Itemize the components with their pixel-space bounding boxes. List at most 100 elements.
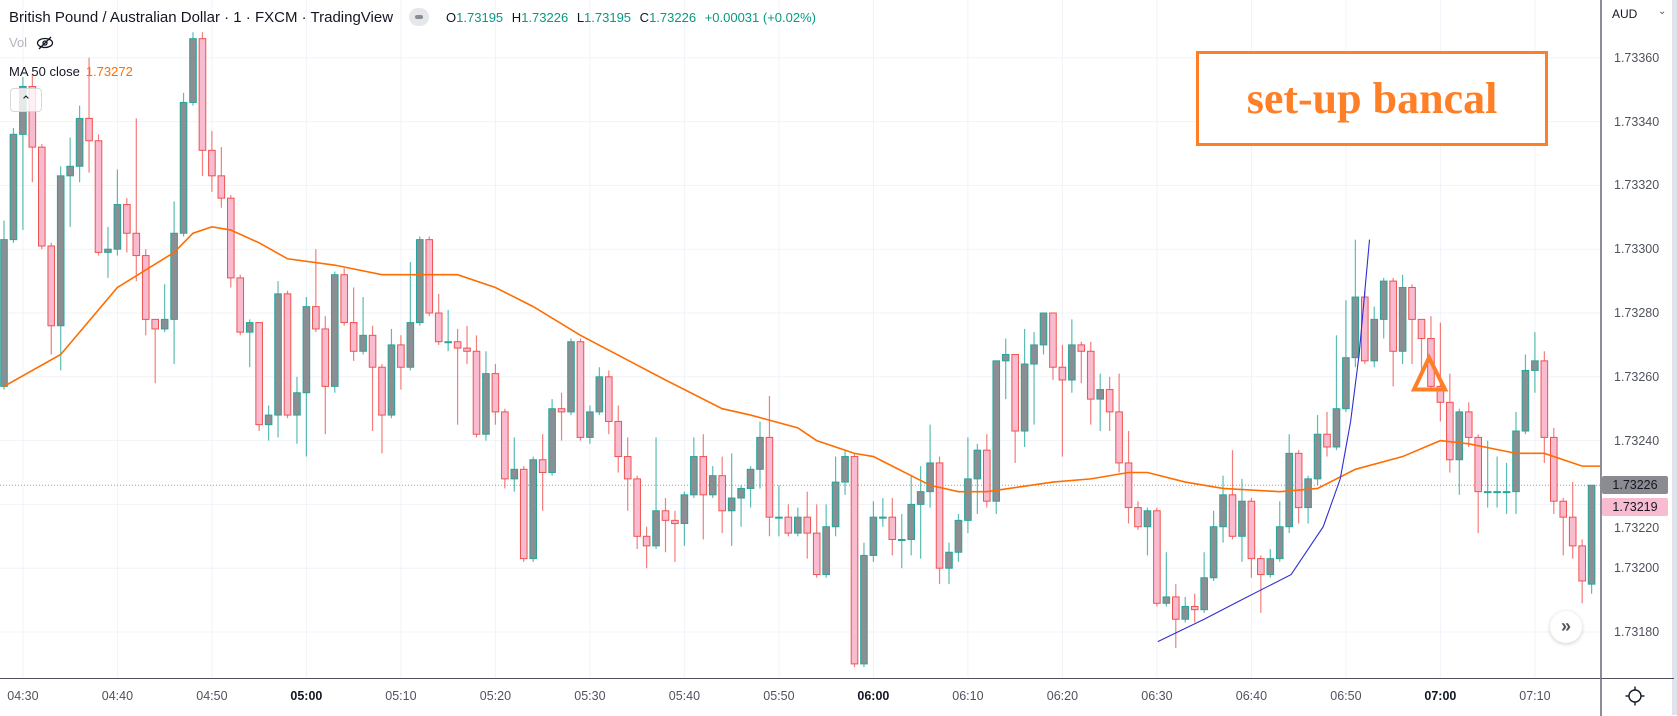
candle-body [879, 516, 887, 519]
candle-down [699, 434, 708, 540]
candle-body [1001, 353, 1010, 362]
candle-body [926, 462, 934, 493]
collapse-legend-button[interactable]: ⌃ [10, 88, 42, 112]
right-edge-strip [1672, 0, 1677, 715]
candle-up [179, 92, 188, 237]
chevron-down-icon[interactable]: ⌄ [1658, 6, 1667, 17]
candle-down [1247, 498, 1256, 578]
candle-body [1436, 385, 1445, 403]
candle-body [538, 459, 547, 473]
candle-body [992, 360, 1001, 502]
volume-legend[interactable]: Vol [9, 35, 54, 50]
candle-body [784, 516, 793, 534]
candle-body [614, 420, 623, 458]
candle-body [38, 146, 46, 247]
candle-body [340, 274, 348, 324]
candle-body [935, 462, 944, 569]
candle-body [406, 322, 415, 368]
scroll-to-realtime-button[interactable]: » [1550, 611, 1582, 643]
candle-body [141, 255, 150, 320]
candle-body [916, 491, 925, 505]
candle-body [1455, 411, 1464, 461]
ma50-line [3, 226, 1600, 493]
candle-body [718, 475, 727, 512]
candle-up [690, 437, 698, 499]
candle-down [1172, 584, 1180, 648]
candle-body [66, 165, 74, 177]
candle-down [434, 293, 443, 345]
candle-up [189, 32, 197, 106]
candle-up [1587, 484, 1596, 594]
candle-body [1181, 605, 1190, 620]
candle-body [416, 239, 424, 324]
candle-body [1559, 500, 1568, 518]
candle-up [1219, 475, 1227, 543]
close-value: 1.73226 [649, 9, 697, 25]
candle-body [548, 408, 556, 474]
candle-down [217, 147, 226, 208]
candle-up [330, 271, 339, 393]
candle-up [916, 466, 925, 559]
price-axis-label: 1.73220 [1614, 521, 1660, 535]
candle-body [1361, 296, 1369, 362]
candle-up [1143, 507, 1152, 556]
candle-body [1568, 516, 1577, 547]
currency-label[interactable]: AUD [1612, 7, 1638, 21]
candle-body [860, 554, 868, 665]
eye-crossed-icon[interactable] [36, 36, 54, 50]
candle-up [1351, 239, 1360, 368]
candle-down [642, 526, 651, 569]
symbol-title[interactable]: British Pound / Australian Dollar · 1 · … [9, 8, 394, 26]
candle-down [1550, 427, 1558, 514]
candle-up [1068, 319, 1076, 393]
candle-up [444, 309, 452, 352]
minus-icon[interactable] [409, 8, 430, 26]
candle-body [737, 487, 745, 499]
candle-body [822, 526, 830, 576]
candle-body [567, 341, 575, 413]
candle-body [170, 232, 178, 320]
candle-down [94, 134, 103, 256]
candle-body [1398, 286, 1407, 352]
candle-body [1039, 312, 1048, 346]
time-axis-label: 05:20 [479, 689, 512, 703]
candle-down [1058, 344, 1067, 457]
price-axis[interactable]: AUD ⌄ 1.73226 1.73219 1.73360 1.73340 1.73… [1600, 0, 1674, 678]
time-axis-label: 06:00 [857, 689, 890, 703]
chevron-up-icon: ⌃ [20, 93, 32, 108]
candle-body [605, 376, 613, 422]
settings-gear-icon[interactable] [1624, 685, 1646, 707]
candle-down [397, 335, 405, 390]
candle-body [1417, 318, 1426, 340]
candle-body [869, 516, 878, 556]
candle-down [1446, 373, 1454, 473]
candle-body [529, 459, 538, 560]
time-axis-label: 06:30 [1141, 689, 1173, 703]
candle-body [472, 350, 481, 435]
candle-body [850, 456, 859, 665]
candle-body [671, 519, 679, 525]
candle-down [538, 434, 547, 511]
candle-body [151, 318, 159, 330]
candle-down [1408, 284, 1416, 365]
candle-up [907, 475, 916, 556]
ma-legend[interactable]: MA 50 close 1.73272 [9, 64, 133, 79]
candle-down [1190, 593, 1199, 623]
candle-down [1257, 555, 1265, 613]
candle-down [1115, 373, 1123, 473]
annotation-text-box[interactable]: set-up bancal [1196, 51, 1548, 146]
candle-down [850, 453, 859, 668]
time-axis[interactable]: 04:30 04:40 04:50 05:00 05:10 05:20 05:30 05:40… [0, 678, 1600, 716]
candle-body [1077, 344, 1086, 352]
price-axis-label: 1.73320 [1614, 178, 1660, 193]
candlestick-chart[interactable] [0, 0, 1600, 678]
candle-down [1105, 376, 1114, 432]
open-value: 1.73195 [456, 9, 504, 25]
candle-body [56, 175, 65, 327]
candle-body [803, 516, 812, 534]
candle-body [1200, 577, 1208, 611]
candle-down [614, 405, 623, 473]
candle-body [1474, 436, 1483, 493]
candle-up [0, 220, 8, 390]
candle-down [340, 268, 348, 326]
